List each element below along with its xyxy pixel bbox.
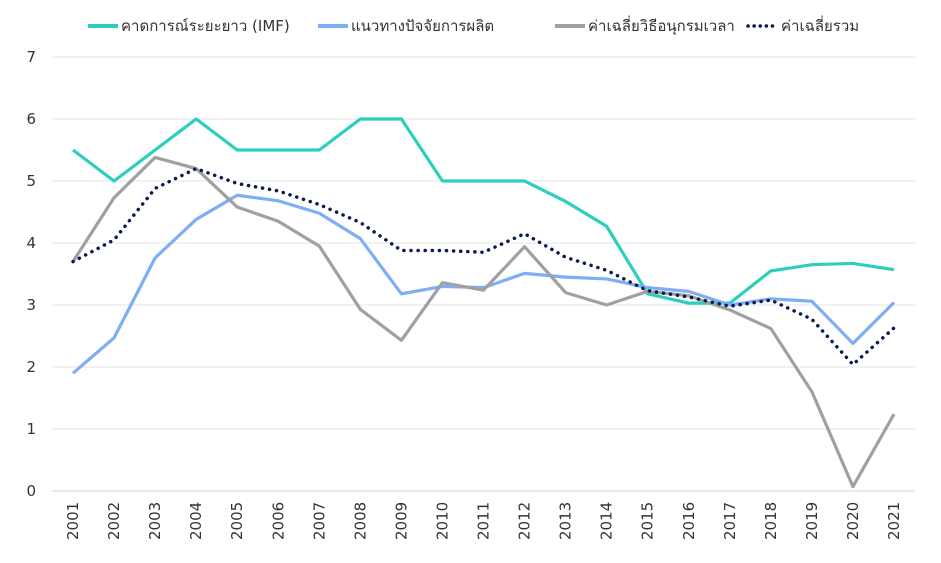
legend-label: แนวทางปัจจัยการผลิต	[351, 17, 494, 35]
series-line-1	[71, 193, 896, 375]
x-tick-label: 2004	[187, 502, 205, 540]
x-tick-label: 2020	[844, 502, 862, 540]
legend-label: คาดการณ์ระยะยาว (IMF)	[121, 17, 290, 35]
x-tick-label: 2018	[762, 502, 780, 540]
x-tick-label: 2007	[310, 502, 328, 540]
x-tick-label: 2005	[228, 502, 246, 540]
x-tick-label: 2006	[269, 502, 287, 540]
x-tick-label: 2019	[803, 502, 821, 540]
x-tick-label: 2009	[392, 502, 410, 540]
x-tick-label: 2008	[351, 502, 369, 540]
series-lines	[71, 117, 896, 489]
y-tick-label: 0	[26, 482, 36, 500]
gridlines	[52, 56, 915, 492]
legend-item: ค่าเฉลี่ยรวม	[746, 15, 859, 35]
x-tick-label: 2011	[475, 502, 493, 540]
y-tick-label: 3	[26, 296, 36, 314]
y-tick-label: 7	[26, 48, 36, 66]
y-axis: 0 1 2 3 4 5 6 7	[26, 48, 36, 500]
x-tick-label: 2013	[557, 502, 575, 540]
x-tick-label: 2016	[680, 502, 698, 540]
x-tick-label: 2012	[516, 502, 534, 540]
x-tick-label: 2021	[885, 502, 903, 540]
x-tick-label: 2017	[721, 502, 739, 540]
y-tick-label: 4	[26, 234, 36, 252]
x-tick-label: 2010	[433, 502, 451, 540]
y-tick-label: 2	[26, 358, 36, 376]
x-tick-label: 2003	[146, 502, 164, 540]
legend-label: ค่าเฉลี่ยวิธีอนุกรมเวลา	[588, 15, 735, 36]
legend-item: คาดการณ์ระยะยาว (IMF)	[88, 17, 290, 35]
x-tick-label: 2015	[639, 502, 657, 540]
series-line-3	[71, 166, 896, 367]
y-tick-label: 1	[26, 420, 36, 438]
series-line-2	[71, 155, 896, 489]
x-tick-label: 2001	[64, 502, 82, 540]
legend-label: ค่าเฉลี่ยรวม	[781, 15, 859, 35]
series-line-0	[72, 117, 895, 305]
x-tick-label: 2014	[598, 502, 616, 540]
y-tick-label: 5	[26, 172, 36, 190]
legend: คาดการณ์ระยะยาว (IMF) แนวทางปัจจัยการผลิต…	[88, 15, 859, 36]
y-tick-label: 6	[26, 110, 36, 128]
legend-item: แนวทางปัจจัยการผลิต	[318, 17, 494, 35]
x-tick-label: 2002	[105, 502, 123, 540]
legend-item: ค่าเฉลี่ยวิธีอนุกรมเวลา	[555, 15, 735, 36]
x-axis: 2001 2002 2003 2004 2005 2006 2007 2008 2009 2010…	[64, 502, 903, 540]
